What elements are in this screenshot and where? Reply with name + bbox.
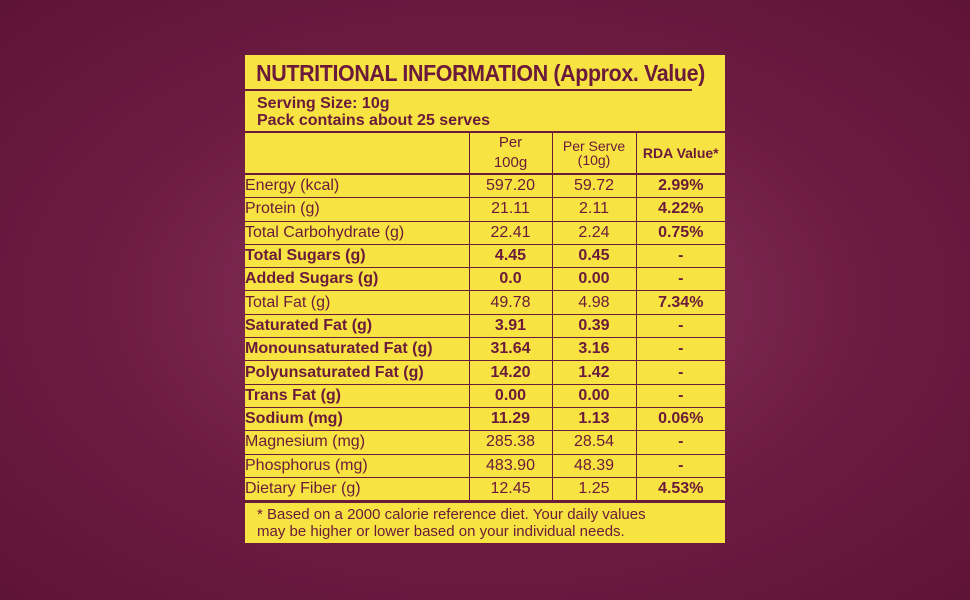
value-rda: -	[635, 267, 725, 292]
nutrition-panel: NUTRITIONAL INFORMATION (Approx. Value) …	[245, 55, 725, 543]
value-per-100g: 0.0	[468, 267, 553, 292]
table-row: Total Fat (g) 49.78 4.98 7.34%	[245, 290, 725, 315]
value-per-100g: 483.90	[468, 453, 553, 478]
value-rda: -	[635, 383, 725, 408]
header-per-100g: Per 100g	[468, 131, 553, 175]
table-row: Energy (kcal) 597.20 59.72 2.99%	[245, 173, 725, 199]
header-per-serve-line2: (10g)	[577, 152, 611, 168]
value-per-serve: 1.42	[551, 360, 637, 385]
value-per-serve: 2.24	[551, 220, 637, 245]
table-row: Polyunsaturated Fat (g) 14.20 1.42-	[245, 360, 725, 385]
value-rda: 2.99%	[635, 173, 725, 199]
value-rda: 7.34%	[635, 290, 725, 315]
header-per-100g-line2: 100g	[493, 154, 528, 171]
footnote: * Based on a 2000 calorie reference diet…	[245, 501, 725, 543]
value-per-100g: 22.41	[468, 220, 553, 245]
value-per-serve: 1.13	[551, 406, 637, 432]
header-nutrient	[245, 131, 470, 175]
table-row: Saturated Fat (g) 3.91 0.39-	[245, 313, 725, 339]
value-per-100g: 0.00	[468, 383, 553, 408]
value-per-100g: 4.45	[468, 243, 553, 269]
value-per-100g: 31.64	[468, 337, 553, 362]
nutrient-name: Dietary Fiber (g)	[245, 476, 470, 502]
table-row: Total Carbohydrate (g) 22.41 2.24 0.75%	[245, 220, 725, 245]
table-row: Phosphorus (mg) 483.90 48.39-	[245, 453, 725, 478]
value-per-100g: 3.91	[468, 313, 553, 339]
nutrient-name: Added Sugars (g)	[245, 267, 470, 292]
value-per-serve: 2.11	[551, 197, 637, 222]
serving-size: Serving Size: 10g	[257, 95, 390, 112]
table-row: Monounsaturated Fat (g) 31.64 3.16-	[245, 337, 725, 362]
nutrient-name: Total Carbohydrate (g)	[245, 220, 470, 245]
nutrient-name: Trans Fat (g)	[245, 383, 470, 408]
nutrient-name: Saturated Fat (g)	[245, 313, 470, 339]
value-per-100g: 597.20	[468, 173, 553, 199]
table-header-row: Per 100g Per Serve (10g) RDA Value*	[245, 131, 725, 175]
table-row: Added Sugars (g) 0.0 0.00-	[245, 267, 725, 292]
value-rda: 4.53%	[635, 476, 725, 502]
value-per-serve: 0.00	[551, 267, 637, 292]
value-per-serve: 0.39	[551, 313, 637, 339]
nutrient-name: Magnesium (mg)	[245, 430, 470, 455]
value-rda: -	[635, 243, 725, 269]
nutrient-name: Total Sugars (g)	[245, 243, 470, 269]
value-per-serve: 0.00	[551, 383, 637, 408]
header-per-100g-line1: Per	[498, 134, 523, 151]
table-row: Dietary Fiber (g) 12.45 1.25 4.53%	[245, 476, 725, 502]
header-per-serve-line1: Per Serve	[562, 138, 626, 154]
pack-contains: Pack contains about 25 serves	[257, 112, 490, 129]
value-per-serve: 1.25	[551, 476, 637, 502]
value-rda: -	[635, 313, 725, 339]
panel-title: NUTRITIONAL INFORMATION (Approx. Value)	[245, 55, 705, 91]
value-per-serve: 59.72	[551, 173, 637, 199]
nutrient-name: Protein (g)	[245, 197, 470, 222]
value-rda: 0.06%	[635, 406, 725, 432]
value-per-serve: 48.39	[551, 453, 637, 478]
table-row: Protein (g) 21.11 2.11 4.22%	[245, 197, 725, 222]
nutrient-name: Sodium (mg)	[245, 406, 470, 432]
value-per-100g: 285.38	[468, 430, 553, 455]
nutrient-name: Total Fat (g)	[245, 290, 470, 315]
value-rda: 4.22%	[635, 197, 725, 222]
value-rda: -	[635, 430, 725, 455]
table-row: Magnesium (mg) 285.38 28.54-	[245, 430, 725, 455]
nutrient-name: Energy (kcal)	[245, 173, 470, 199]
value-per-serve: 4.98	[551, 290, 637, 315]
value-rda: 0.75%	[635, 220, 725, 245]
table-row: Total Sugars (g) 4.45 0.45-	[245, 243, 725, 269]
value-per-100g: 21.11	[468, 197, 553, 222]
value-per-serve: 3.16	[551, 337, 637, 362]
value-per-100g: 12.45	[468, 476, 553, 502]
value-rda: -	[635, 453, 725, 478]
table-body: Energy (kcal) 597.20 59.72 2.99% Protein (g)…	[245, 173, 725, 502]
nutrient-name: Polyunsaturated Fat (g)	[245, 360, 470, 385]
nutrient-name: Monounsaturated Fat (g)	[245, 337, 470, 362]
table-row: Sodium (mg) 11.29 1.13 0.06%	[245, 406, 725, 432]
nutrition-table: Per 100g Per Serve (10g) RDA Value* Ener…	[245, 131, 725, 502]
header-per-serve: Per Serve (10g)	[551, 131, 637, 175]
table-row: Trans Fat (g) 0.00 0.00-	[245, 383, 725, 408]
serving-info: Serving Size: 10g Pack contains about 25…	[245, 91, 725, 131]
value-per-serve: 0.45	[551, 243, 637, 269]
nutrient-name: Phosphorus (mg)	[245, 453, 470, 478]
value-rda: -	[635, 360, 725, 385]
footnote-line2: may be higher or lower based on your ind…	[257, 523, 625, 540]
value-per-100g: 11.29	[468, 406, 553, 432]
value-per-100g: 14.20	[468, 360, 553, 385]
value-per-100g: 49.78	[468, 290, 553, 315]
value-per-serve: 28.54	[551, 430, 637, 455]
header-rda: RDA Value*	[635, 131, 725, 175]
value-rda: -	[635, 337, 725, 362]
footnote-line1: * Based on a 2000 calorie reference diet…	[257, 506, 646, 523]
